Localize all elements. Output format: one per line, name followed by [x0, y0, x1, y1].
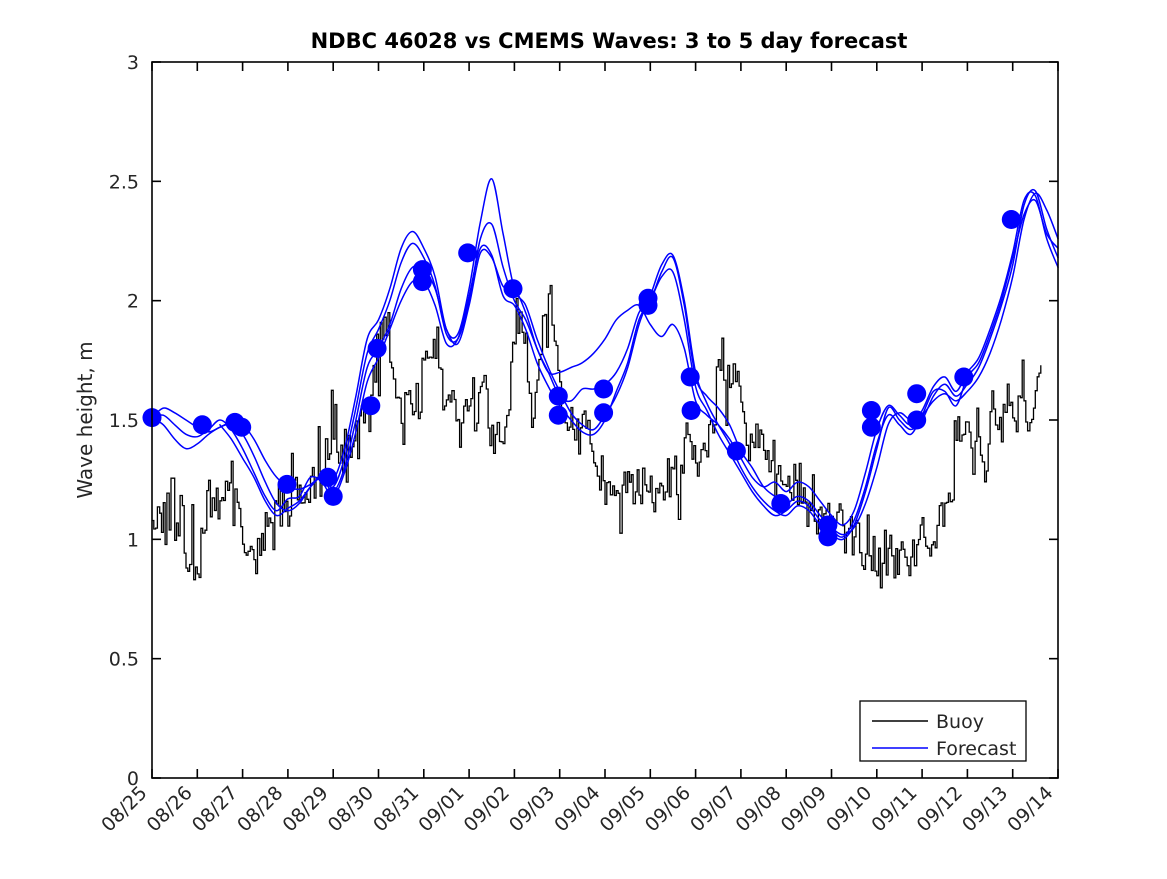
forecast-data-point — [367, 338, 387, 358]
y-tick-label: 2.5 — [109, 171, 139, 193]
forecast-data-point — [318, 467, 338, 487]
y-axis-ticks: 0 0.5 1 1.5 2 2.5 3 — [109, 52, 1058, 790]
y-tick-label: 2 — [127, 291, 139, 313]
forecast-data-point — [548, 405, 568, 425]
forecast-data-point — [412, 272, 432, 292]
chart-legend[interactable]: Buoy Forecast — [859, 700, 1027, 762]
forecast-data-point — [681, 401, 701, 420]
forecast-data-point — [192, 415, 212, 435]
y-tick-label: 1.5 — [109, 410, 139, 432]
forecast-data-point — [1001, 210, 1021, 229]
forecast-data-point — [638, 295, 658, 315]
y-tick-label: 3 — [127, 52, 139, 74]
forecast-data-point — [954, 367, 974, 387]
forecast-data-point — [861, 401, 881, 420]
chart-title: NDBC 46028 vs CMEMS Waves: 3 to 5 day fo… — [311, 29, 908, 53]
forecast-markers-group — [142, 210, 1021, 547]
forecast-data-point — [548, 386, 568, 406]
forecast-data-point — [726, 441, 746, 461]
plot-frame — [151, 61, 1059, 779]
forecast-data-point — [323, 486, 343, 506]
legend-label-buoy: Buoy — [936, 711, 984, 733]
forecast-data-point — [818, 527, 838, 547]
y-tick-label: 0 — [127, 768, 139, 790]
y-tick-label: 0.5 — [109, 649, 139, 671]
forecast-data-point — [594, 379, 614, 399]
forecast-data-point — [361, 396, 381, 416]
forecast-data-point — [680, 367, 700, 387]
forecast-data-point — [277, 474, 297, 494]
forecast-data-point — [232, 417, 252, 437]
forecast-data-point — [861, 417, 881, 437]
legend-label-forecast: Forecast — [936, 738, 1016, 760]
y-tick-label: 1 — [127, 529, 139, 551]
forecast-data-point — [771, 494, 791, 513]
forecast-data-point — [907, 384, 927, 404]
legend-box — [859, 700, 1027, 762]
forecast-data-point — [458, 243, 478, 263]
forecast-data-point — [907, 410, 927, 430]
forecast-data-point — [503, 279, 523, 299]
forecast-data-point — [594, 403, 614, 423]
buoy-series-line — [152, 284, 1042, 589]
y-axis-label: Wave height, m — [73, 341, 97, 498]
